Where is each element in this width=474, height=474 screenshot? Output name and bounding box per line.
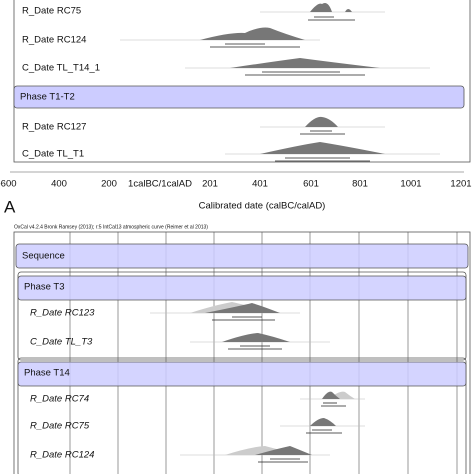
distribution-shape [200,27,305,40]
top-panel: R_Date RC75 R_Date RC124 C_Date TL_T14_1… [0,0,472,212]
distribution-shape [255,446,312,455]
row-label: R_Date RC75 [30,421,90,432]
x-tick-label: -600 [0,179,17,190]
phase-label: Phase T1-T2 [20,92,75,103]
distribution-shape [205,303,280,313]
row-label: R_Date RC75 [22,6,81,17]
x-tick-label: 400 [51,179,67,190]
sequence-label: Sequence [22,251,65,262]
row-label: C_Date TL_T3 [30,337,93,348]
bottom-panel: OxCal v4.2.4 Bronk Ramsey (2013); r:5 In… [13,224,471,474]
x-tick-label: 801 [352,179,368,190]
distribution-shape [322,391,340,399]
distributions [150,302,365,463]
distribution-shape [222,333,290,342]
phase-frame [17,357,467,474]
row-label: R_Date RC123 [30,308,95,319]
phase-label: Phase T3 [24,282,65,293]
row-label: R_Date RC74 [30,394,89,405]
phase-band [17,361,467,387]
x-tick-label: 1001 [400,179,421,190]
panel-letter: A [4,197,16,216]
distribution-shape [310,418,336,426]
x-tick-label: 1calBC/1calAD [128,179,192,190]
distributions [120,3,440,162]
x-tick-label: 601 [303,179,319,190]
distribution-shape [310,3,332,12]
x-tick-label: 401 [252,179,268,190]
axis-label: Calibrated date (calBC/calAD) [199,201,326,212]
x-tick-label: 200 [101,179,117,190]
distribution-shape [305,116,338,127]
distribution-shape [345,9,352,12]
panel-frame [13,231,471,474]
phase-band [17,275,467,301]
distribution-shape [260,142,385,154]
software-note: OxCal v4.2.4 Bronk Ramsey (2013); r:5 In… [14,224,208,230]
row-label: R_Date RC124 [30,450,94,461]
row-label: C_Date TL_T14_1 [22,63,100,74]
row-label: R_Date RC127 [22,122,86,133]
axis-ticks: -600 400 200 1calBC/1calAD 201 401 601 8… [0,179,472,190]
phase-band [13,85,465,109]
distribution-shape [230,58,380,68]
x-tick-label: 1201 [450,179,471,190]
phase-frame [17,271,467,361]
phase-label: Phase T14 [24,368,70,379]
row-label: C_Date TL_T1 [22,149,84,160]
x-tick-label: 201 [202,179,218,190]
sequence-band [15,243,469,269]
row-label: R_Date RC124 [22,35,86,46]
panel-frame [13,0,471,163]
